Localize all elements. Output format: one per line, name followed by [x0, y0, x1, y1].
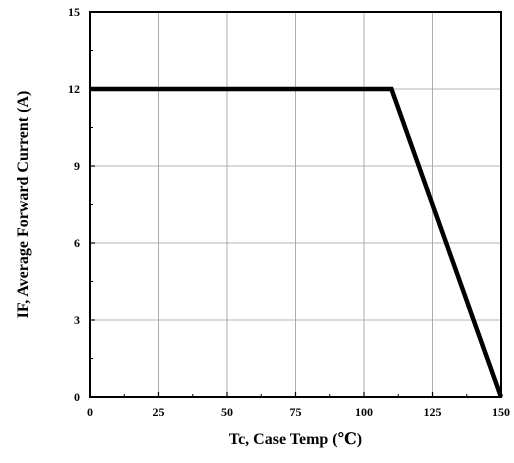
y-tick-label: 9: [74, 159, 80, 173]
x-axis-title: Tc, Case Temp (℃): [229, 431, 362, 448]
series-line: [90, 86, 504, 398]
y-axis-title: IF, Average Forward Current (A): [15, 91, 32, 319]
y-tick-labels: 0 3 6 9 12 15: [68, 5, 80, 404]
y-tick-label: 3: [74, 313, 80, 327]
x-tick-label: 50: [221, 405, 233, 419]
x-tick-label: 150: [492, 405, 510, 419]
y-tick-label: 15: [68, 5, 80, 19]
x-tick-label: 125: [424, 405, 442, 419]
grid-lines: [89, 11, 502, 398]
series-layer: [90, 86, 504, 398]
x-tick-labels: 0 25 50 75 100 125 150: [87, 405, 510, 419]
x-tick-label: 0: [87, 405, 93, 419]
y-tick-label: 12: [68, 82, 80, 96]
y-tick-label: 6: [74, 236, 80, 250]
x-tick-label: 100: [355, 405, 373, 419]
x-tick-label: 75: [290, 405, 302, 419]
y-tick-label: 0: [74, 390, 80, 404]
x-tick-label: 25: [153, 405, 165, 419]
axis-ticks: [89, 11, 502, 398]
